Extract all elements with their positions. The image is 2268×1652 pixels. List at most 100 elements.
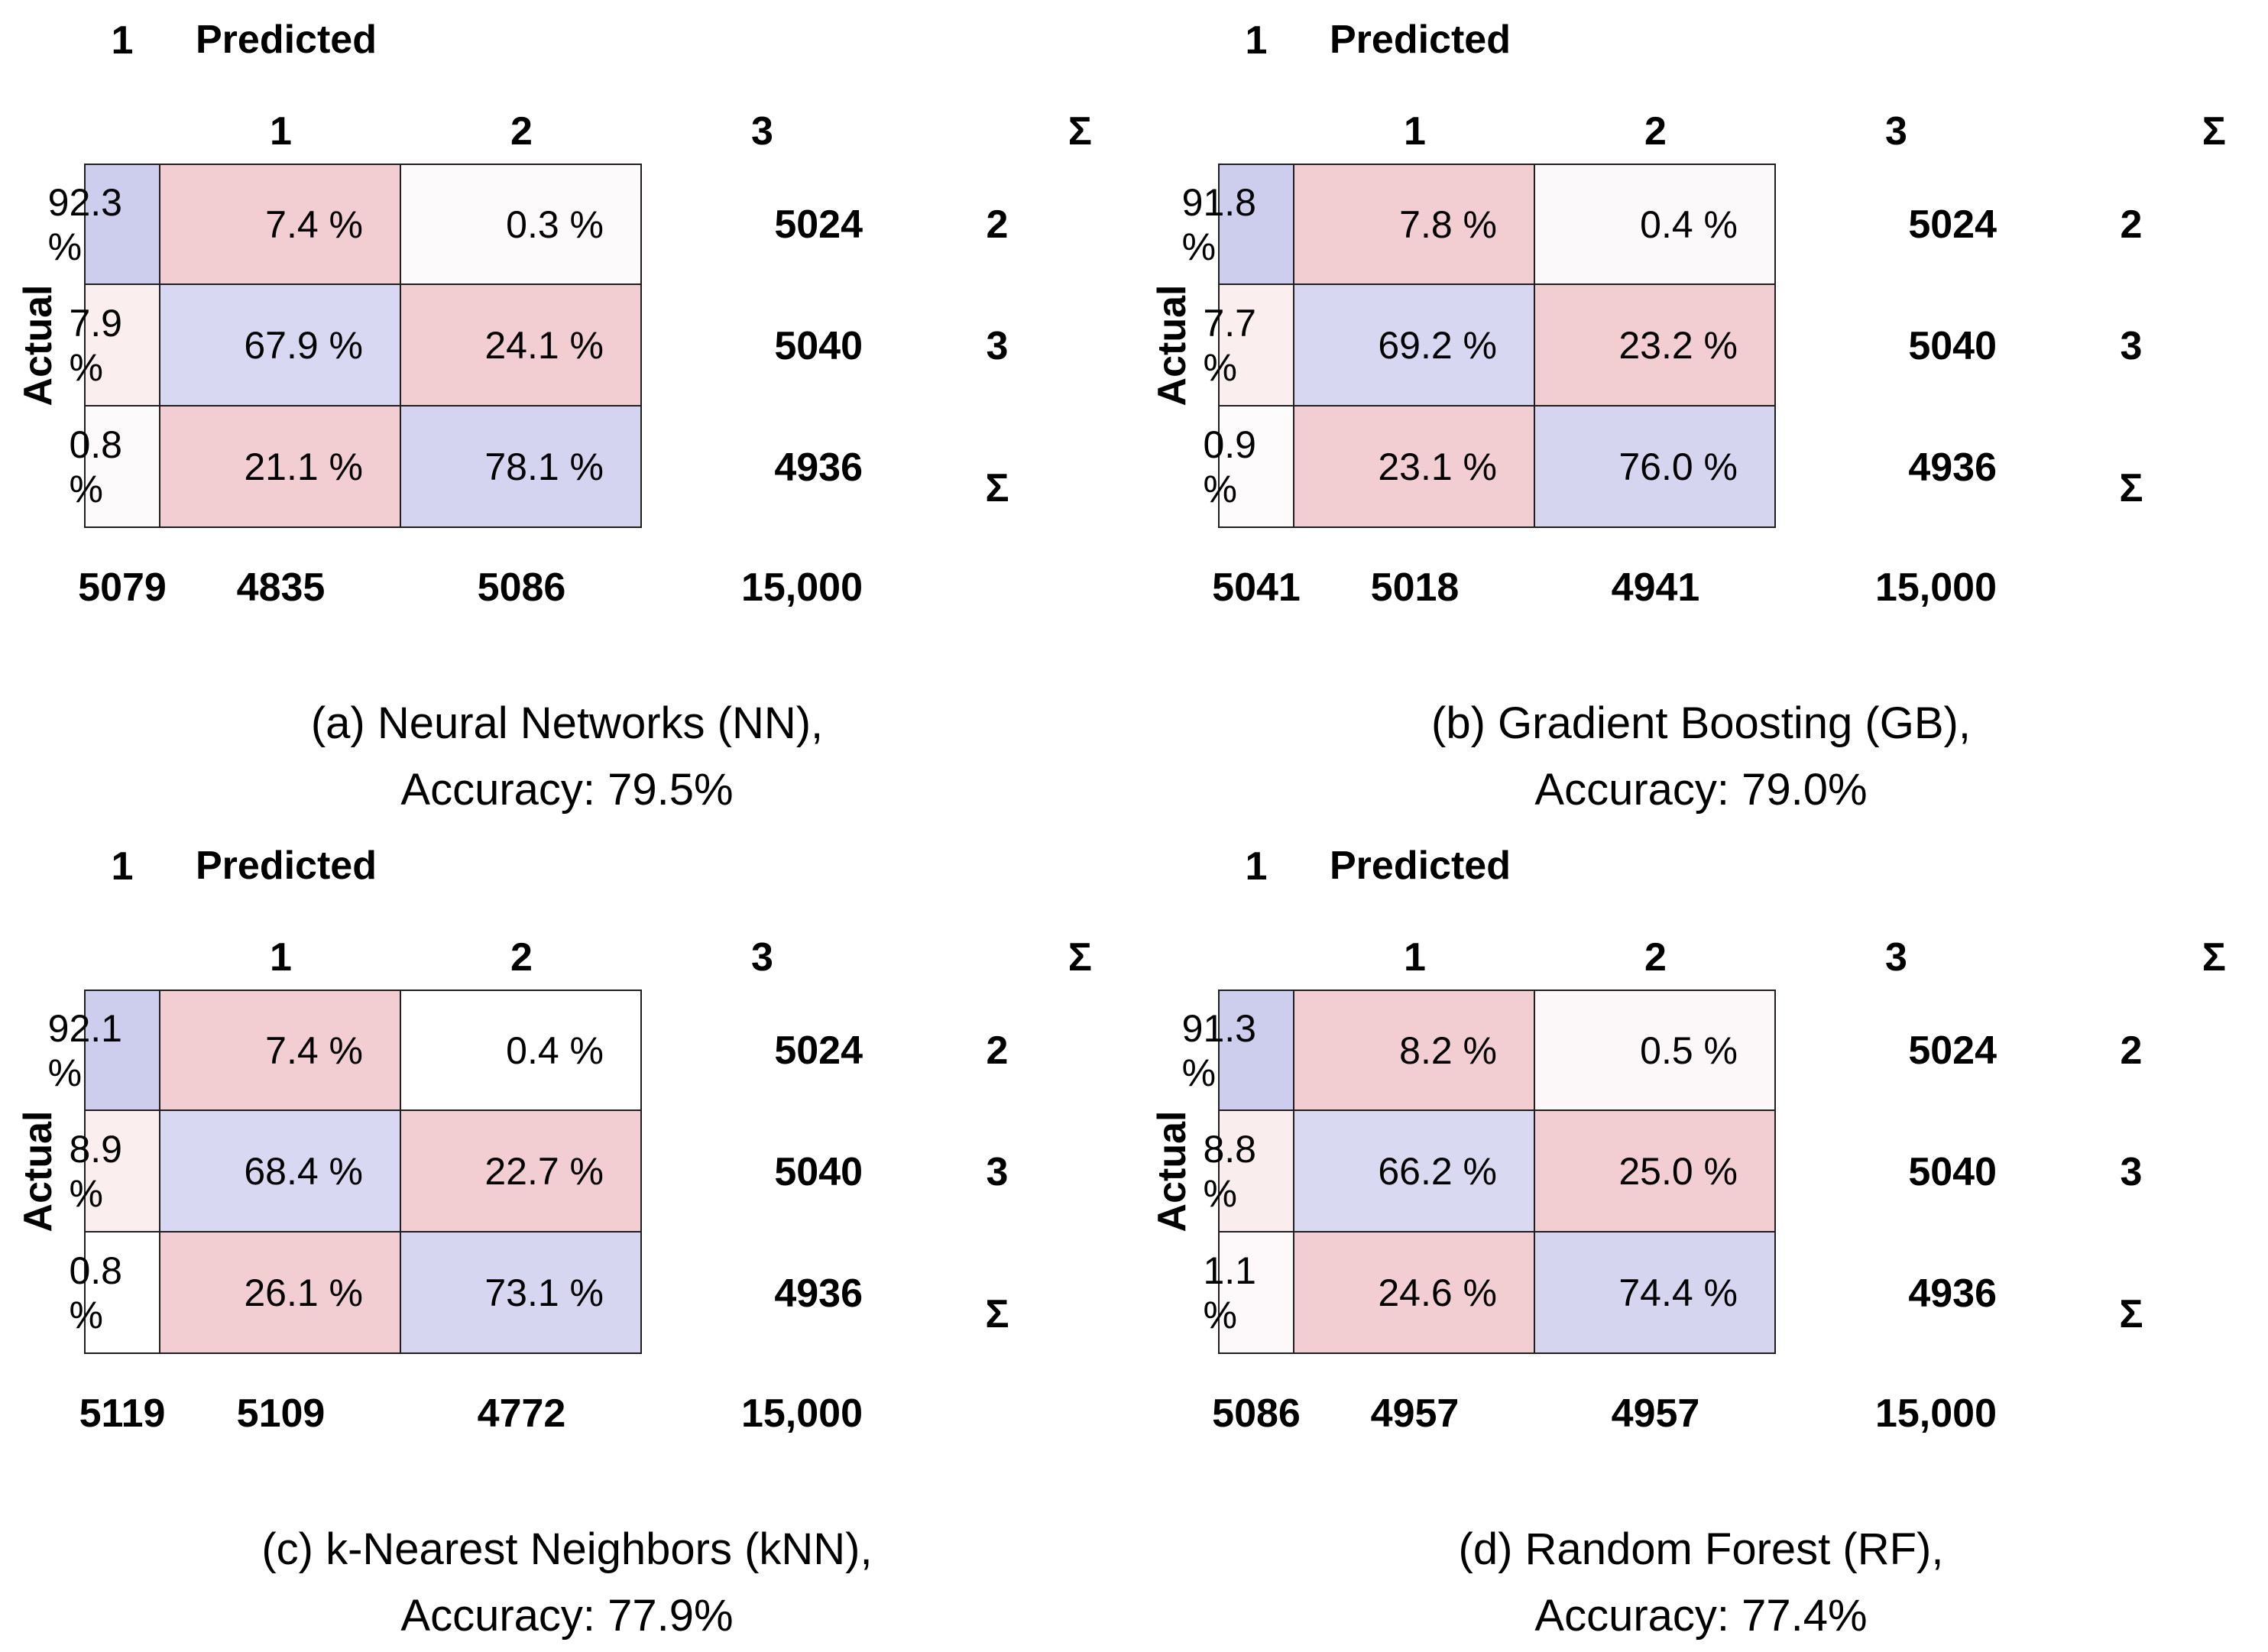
col-header-2: 2	[1644, 109, 1667, 154]
matrix-cell: 7.8 %	[1294, 164, 1535, 285]
matrix-cell: 76.0 %	[1535, 407, 1776, 528]
predicted-axis-label: Predicted	[196, 18, 377, 62]
matrix-cell: 78.1 %	[401, 407, 642, 528]
caption-line-2: Accuracy: 79.5%	[400, 765, 734, 815]
sum-row-header: Σ	[985, 466, 1009, 510]
predicted-axis-label: Predicted	[1330, 18, 1511, 62]
sum-row-header: Σ	[2119, 1292, 2143, 1336]
matrix-cell: 8.8 %	[1203, 1111, 1294, 1233]
matrix-cell: 69.2 %	[1294, 285, 1535, 407]
col-total: 5086	[1212, 1391, 1301, 1436]
header-spacer	[84, 80, 160, 164]
row-total: 5040	[774, 1149, 863, 1194]
panel-caption: (a) Neural Networks (NN), Accuracy: 79.5…	[0, 690, 1134, 823]
row-total: 4936	[1908, 1271, 1997, 1316]
col-header-1: 1	[270, 109, 292, 154]
caption-line-1: (c) k-Nearest Neighbors (kNN),	[261, 1524, 873, 1574]
col-total: 4957	[1611, 1391, 1700, 1436]
actual-axis-label: Actual	[16, 1110, 60, 1233]
matrix-cell: 7.7 %	[1203, 285, 1294, 407]
grand-total: 15,000	[1874, 565, 1997, 610]
col-total: 4941	[1611, 565, 1700, 610]
actual-axis-label: Actual	[16, 284, 60, 407]
matrix-grid: Predicted Actual 1 2 3 Σ 1 91.8 % 7.8 % …	[1150, 0, 2268, 627]
actual-axis-label: Actual	[1150, 1110, 1194, 1233]
row-total: 5024	[1908, 202, 1997, 247]
row-total: 4936	[774, 1271, 863, 1316]
row-total: 5024	[774, 202, 863, 247]
matrix-cell: 1.1 %	[1203, 1233, 1294, 1354]
col-header-1: 1	[1404, 109, 1426, 154]
col-total: 5079	[78, 565, 167, 610]
matrix-cell: 0.8 %	[69, 407, 160, 528]
grand-total: 15,000	[740, 1391, 863, 1436]
col-total: 5086	[477, 565, 566, 610]
matrix-cell: 21.1 %	[160, 407, 401, 528]
matrix-cell: 23.1 %	[1294, 407, 1535, 528]
col-header-1: 1	[1404, 935, 1426, 980]
col-total: 5018	[1370, 565, 1460, 610]
matrix-cell: 22.7 %	[401, 1111, 642, 1233]
matrix-cell: 7.4 %	[160, 990, 401, 1111]
row-header-3: 3	[986, 323, 1009, 368]
matrix-grid: Predicted Actual 1 2 3 Σ 1 92.1 % 7.4 % …	[16, 826, 1134, 1453]
panel-caption: (b) Gradient Boosting (GB), Accuracy: 79…	[1134, 690, 2268, 823]
caption-line-2: Accuracy: 77.4%	[1534, 1591, 1868, 1641]
grand-total: 15,000	[1874, 1391, 1997, 1436]
panel-neural-networks: Predicted Actual 1 2 3 Σ 1 92.3 % 7.4 % …	[0, 0, 1134, 826]
header-spacer	[84, 906, 160, 990]
matrix-cell: 92.3 %	[48, 164, 160, 285]
matrix-cell: 7.9 %	[69, 285, 160, 407]
row-total: 5040	[1908, 323, 1997, 368]
row-total: 5024	[1908, 1028, 1997, 1073]
col-total: 4772	[477, 1391, 566, 1436]
matrix-cell: 24.6 %	[1294, 1233, 1535, 1354]
matrix-cell: 73.1 %	[401, 1233, 642, 1354]
predicted-axis-label: Predicted	[1330, 844, 1511, 888]
caption-line-2: Accuracy: 79.0%	[1534, 765, 1868, 815]
col-total: 4835	[236, 565, 326, 610]
caption-line-1: (a) Neural Networks (NN),	[310, 698, 824, 748]
row-header-2: 2	[986, 202, 1009, 247]
matrix-cell: 7.4 %	[160, 164, 401, 285]
sum-row-header: Σ	[985, 1292, 1009, 1336]
sum-col-header: Σ	[2202, 109, 2226, 154]
panel-knn: Predicted Actual 1 2 3 Σ 1 92.1 % 7.4 % …	[0, 826, 1134, 1652]
row-total: 5040	[774, 323, 863, 368]
matrix-cell: 24.1 %	[401, 285, 642, 407]
col-total: 5119	[79, 1391, 166, 1436]
header-spacer	[1218, 906, 1294, 990]
col-total: 5109	[236, 1391, 326, 1436]
sum-col-header: Σ	[1068, 109, 1092, 154]
caption-line-2: Accuracy: 77.9%	[400, 1591, 734, 1641]
col-total: 4957	[1370, 1391, 1460, 1436]
header-spacer	[1218, 80, 1294, 164]
row-header-3: 3	[2120, 1149, 2143, 1194]
sum-row-header: Σ	[2119, 466, 2143, 510]
matrix-cell: 0.8 %	[69, 1233, 160, 1354]
matrix-cell: 0.5 %	[1535, 990, 1776, 1111]
row-header-2: 2	[986, 1028, 1009, 1073]
row-header-3: 3	[2120, 323, 2143, 368]
matrix-cell: 8.2 %	[1294, 990, 1535, 1111]
row-header-1: 1	[111, 844, 134, 889]
sum-col-header: Σ	[2202, 935, 2226, 980]
col-total: 5041	[1212, 565, 1301, 610]
col-header-2: 2	[510, 935, 533, 980]
matrix-cell: 66.2 %	[1294, 1111, 1535, 1233]
caption-line-1: (d) Random Forest (RF),	[1458, 1524, 1944, 1574]
row-total: 5040	[1908, 1149, 1997, 1194]
matrix-cell: 0.9 %	[1203, 407, 1294, 528]
panel-caption: (d) Random Forest (RF), Accuracy: 77.4%	[1134, 1516, 2268, 1649]
row-total: 5024	[774, 1028, 863, 1073]
matrix-cell: 74.4 %	[1535, 1233, 1776, 1354]
matrix-cell: 25.0 %	[1535, 1111, 1776, 1233]
matrix-cell: 91.3 %	[1182, 990, 1294, 1111]
row-header-1: 1	[111, 18, 134, 63]
matrix-cell: 8.9 %	[69, 1111, 160, 1233]
matrix-cell: 0.3 %	[401, 164, 642, 285]
matrix-cell: 26.1 %	[160, 1233, 401, 1354]
panel-random-forest: Predicted Actual 1 2 3 Σ 1 91.3 % 8.2 % …	[1134, 826, 2268, 1652]
panel-gradient-boosting: Predicted Actual 1 2 3 Σ 1 91.8 % 7.8 % …	[1134, 0, 2268, 826]
